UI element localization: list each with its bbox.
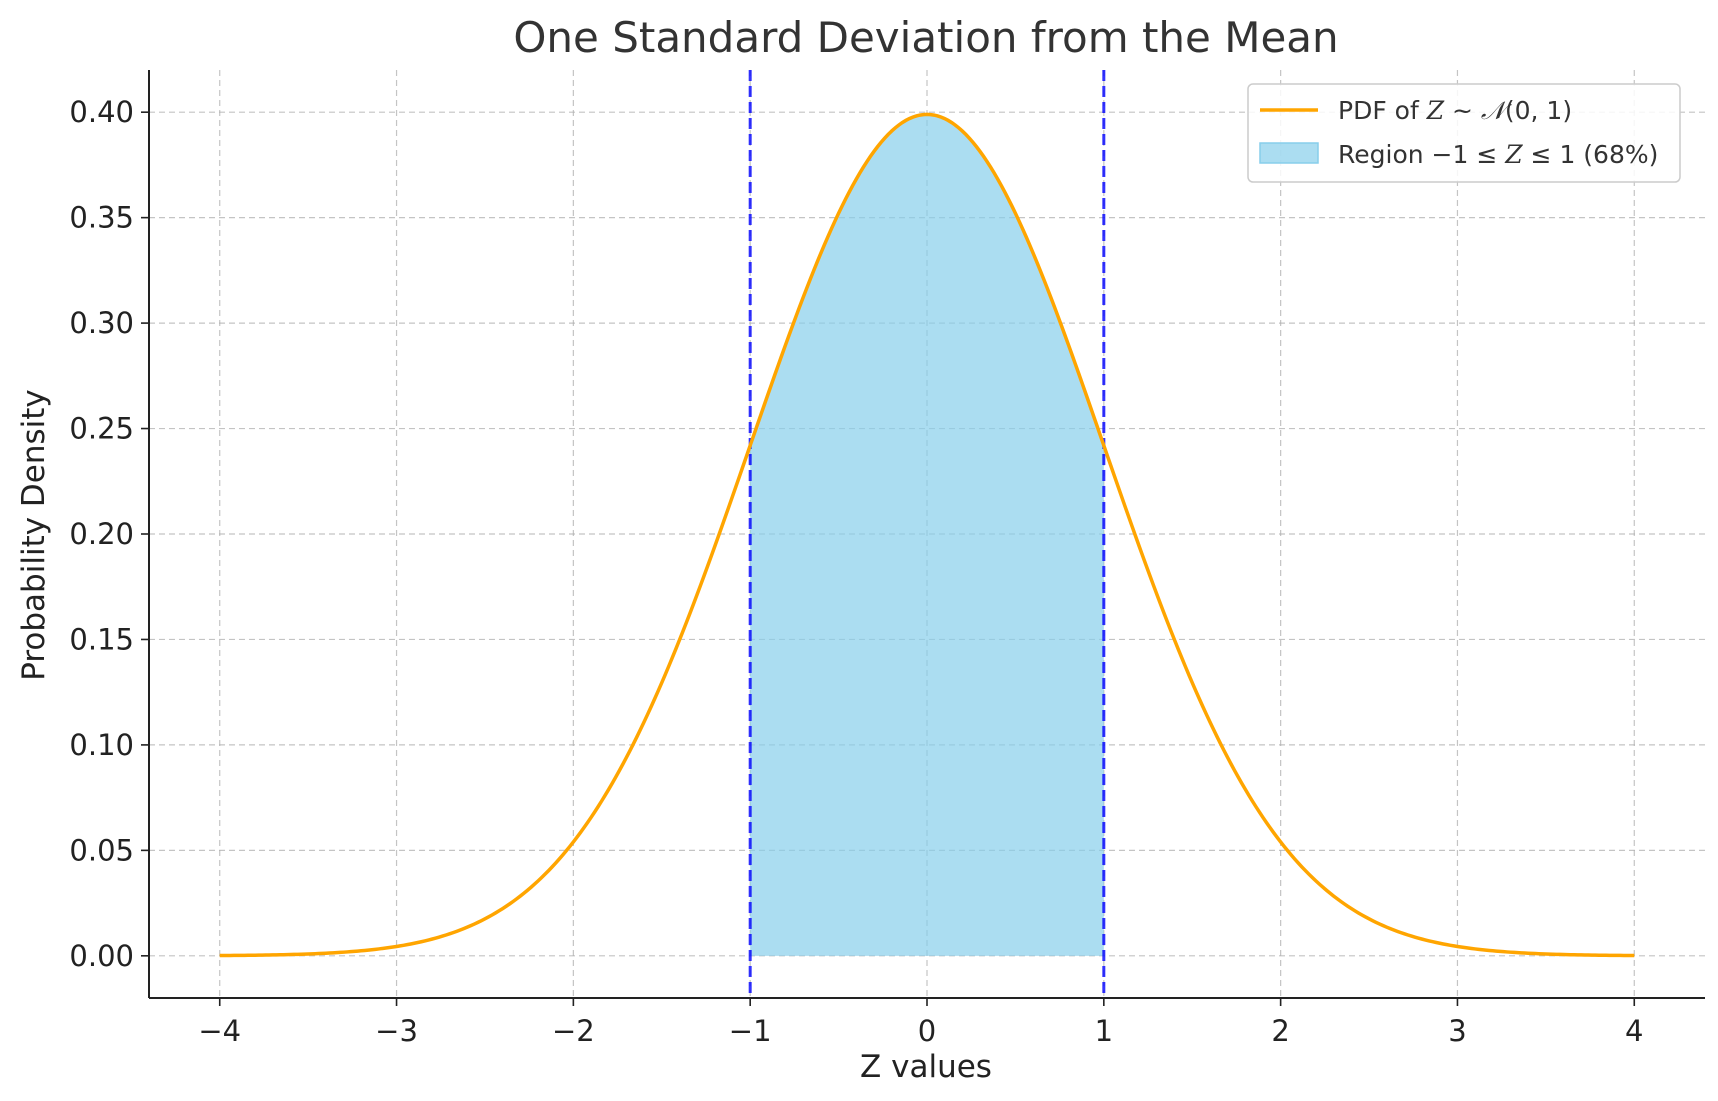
- legend-area-label-var: Z: [1504, 140, 1523, 169]
- legend-frame: [1247, 83, 1681, 183]
- x-tick-label: 0: [918, 1014, 936, 1048]
- legend-area-swatch: [1259, 142, 1319, 164]
- y-tick-label: 0.40: [69, 95, 134, 129]
- x-tick-label: −3: [375, 1014, 418, 1048]
- legend-line-label-var: Z: [1426, 96, 1445, 125]
- x-tick-label: 1: [1095, 1014, 1113, 1048]
- plot-area: [219, 70, 1635, 998]
- pdf-curve-line: [219, 112, 1635, 958]
- x-tick-label: 3: [1448, 1014, 1466, 1048]
- y-tick-label: 0.20: [69, 517, 134, 551]
- legend-line-label-args: (0, 1): [1505, 96, 1572, 125]
- x-tick-label: −1: [729, 1014, 772, 1048]
- x-tick-label: 2: [1271, 1014, 1289, 1048]
- axes: [141, 70, 1705, 1006]
- tick-labels: −4 −3 −2 −1 0 1 2 3 4 0.00 0.05 0.10 0.15 0.20 0.25 0.3…: [69, 95, 1643, 1048]
- y-tick-label: 0.10: [69, 728, 134, 762]
- legend-area-label: Region −1 ≤ Z ≤ 1 (68%): [1338, 140, 1658, 169]
- y-tick-label: 0.05: [69, 833, 134, 867]
- legend: PDF of Z ~ 𝒩(0, 1) Region −1 ≤ Z ≤ 1 (68…: [1247, 83, 1681, 183]
- x-axis-label: Z values: [860, 1049, 992, 1085]
- legend-line-label: PDF of Z ~ 𝒩(0, 1): [1338, 96, 1572, 125]
- legend-line-label-mid: ~: [1444, 96, 1481, 125]
- legend-area-label-pre: Region −1 ≤: [1338, 140, 1505, 169]
- y-tick-label: 0.15: [69, 622, 134, 656]
- y-tick-label: 0.30: [69, 306, 134, 340]
- legend-line-label-pre: PDF of: [1338, 96, 1427, 125]
- x-tick-label: −2: [552, 1014, 595, 1048]
- x-tick-label: −4: [198, 1014, 241, 1048]
- y-tick-label: 0.35: [69, 201, 134, 235]
- y-tick-label: 0.25: [69, 412, 134, 446]
- chart-title: One Standard Deviation from the Mean: [513, 13, 1338, 62]
- y-tick-label: 0.00: [69, 939, 134, 973]
- legend-area-label-post: ≤ 1 (68%): [1523, 140, 1659, 169]
- y-axis-label: Probability Density: [16, 389, 52, 681]
- shaded-region-area: [750, 114, 1104, 956]
- x-tick-label: 4: [1625, 1014, 1643, 1048]
